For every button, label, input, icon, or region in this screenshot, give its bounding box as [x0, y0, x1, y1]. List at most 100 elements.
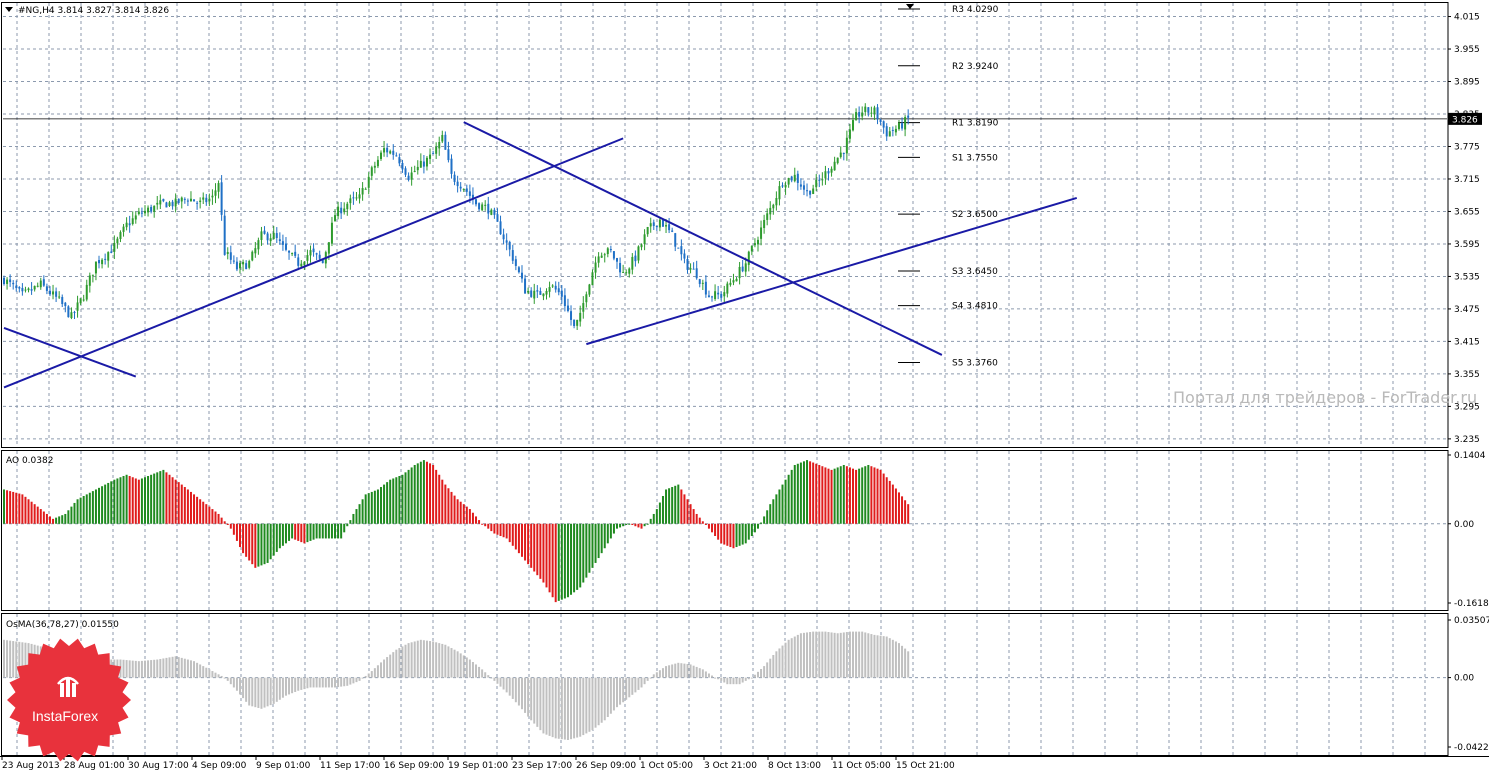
candle[interactable]: [677, 247, 680, 249]
candle[interactable]: [177, 198, 180, 205]
candle[interactable]: [833, 156, 836, 171]
candle[interactable]: [649, 217, 652, 233]
candle[interactable]: [514, 255, 517, 271]
candle[interactable]: [465, 184, 468, 196]
candle[interactable]: [358, 187, 361, 204]
candle[interactable]: [36, 282, 39, 288]
candle[interactable]: [367, 172, 370, 195]
candle[interactable]: [70, 307, 73, 320]
candle[interactable]: [58, 291, 61, 300]
candle[interactable]: [447, 141, 450, 163]
candle[interactable]: [107, 251, 110, 268]
candle[interactable]: [364, 187, 367, 190]
candle[interactable]: [373, 161, 376, 174]
candle[interactable]: [576, 319, 579, 330]
candle[interactable]: [174, 193, 177, 213]
candle[interactable]: [340, 201, 343, 220]
candle[interactable]: [628, 267, 631, 278]
candle[interactable]: [511, 244, 514, 264]
candle[interactable]: [493, 207, 496, 219]
candle[interactable]: [741, 259, 744, 273]
candle[interactable]: [104, 253, 107, 265]
candle[interactable]: [137, 207, 140, 216]
candle[interactable]: [150, 204, 153, 214]
trendline[interactable]: [463, 121, 943, 356]
candle[interactable]: [438, 136, 441, 156]
trendlines[interactable]: [3, 121, 1078, 389]
candle[interactable]: [818, 174, 821, 188]
candle[interactable]: [349, 194, 352, 210]
candle[interactable]: [73, 310, 76, 320]
candle[interactable]: [612, 251, 615, 261]
candle[interactable]: [217, 180, 220, 199]
candle[interactable]: [337, 201, 340, 220]
candle[interactable]: [306, 249, 309, 265]
candle[interactable]: [646, 226, 649, 237]
candle[interactable]: [827, 168, 830, 181]
candle[interactable]: [907, 109, 910, 125]
candle[interactable]: [171, 199, 174, 210]
candle[interactable]: [793, 167, 796, 183]
candle[interactable]: [809, 190, 812, 199]
candle[interactable]: [542, 293, 545, 301]
candle[interactable]: [852, 113, 855, 132]
candle[interactable]: [634, 250, 637, 267]
candle[interactable]: [435, 142, 438, 160]
candle[interactable]: [873, 105, 876, 120]
candle[interactable]: [202, 192, 205, 204]
candle[interactable]: [312, 243, 315, 257]
candle[interactable]: [386, 143, 389, 158]
candle[interactable]: [116, 236, 119, 249]
candle[interactable]: [585, 291, 588, 308]
candle[interactable]: [183, 197, 186, 204]
candle[interactable]: [766, 208, 769, 226]
candle[interactable]: [487, 196, 490, 220]
candle[interactable]: [165, 201, 168, 208]
candle[interactable]: [616, 257, 618, 269]
candle[interactable]: [517, 265, 520, 274]
candle[interactable]: [539, 287, 542, 295]
candle[interactable]: [548, 281, 551, 298]
candle[interactable]: [496, 208, 499, 222]
candle[interactable]: [839, 146, 842, 159]
candle[interactable]: [842, 152, 845, 161]
candle[interactable]: [113, 235, 116, 260]
candle[interactable]: [376, 156, 379, 169]
candle[interactable]: [98, 255, 101, 269]
candle[interactable]: [536, 285, 539, 298]
candle[interactable]: [453, 171, 456, 186]
candle[interactable]: [462, 188, 465, 192]
candle[interactable]: [652, 219, 655, 231]
trendline[interactable]: [586, 196, 1078, 346]
candle[interactable]: [720, 291, 723, 302]
candle[interactable]: [33, 285, 36, 292]
candle[interactable]: [199, 197, 202, 209]
candle[interactable]: [701, 279, 704, 290]
candle[interactable]: [901, 117, 904, 131]
candle[interactable]: [756, 236, 759, 252]
candle[interactable]: [15, 280, 18, 292]
trendline[interactable]: [3, 137, 624, 389]
candle[interactable]: [153, 205, 156, 218]
candle[interactable]: [119, 230, 122, 243]
candle[interactable]: [775, 191, 778, 211]
candle[interactable]: [429, 148, 432, 165]
candle[interactable]: [186, 198, 189, 207]
candle[interactable]: [763, 214, 766, 234]
candle[interactable]: [686, 255, 689, 274]
candle[interactable]: [671, 227, 674, 233]
candle[interactable]: [30, 282, 33, 295]
candle[interactable]: [707, 290, 710, 298]
candle[interactable]: [61, 294, 64, 307]
candle[interactable]: [481, 202, 484, 212]
candle[interactable]: [637, 245, 640, 264]
candle[interactable]: [425, 156, 428, 171]
candle[interactable]: [566, 298, 569, 313]
candle[interactable]: [242, 259, 245, 272]
candle[interactable]: [579, 305, 582, 327]
candle[interactable]: [226, 247, 229, 260]
candle[interactable]: [450, 154, 453, 179]
candle[interactable]: [475, 198, 478, 207]
candle[interactable]: [48, 286, 51, 297]
candle[interactable]: [821, 172, 824, 186]
